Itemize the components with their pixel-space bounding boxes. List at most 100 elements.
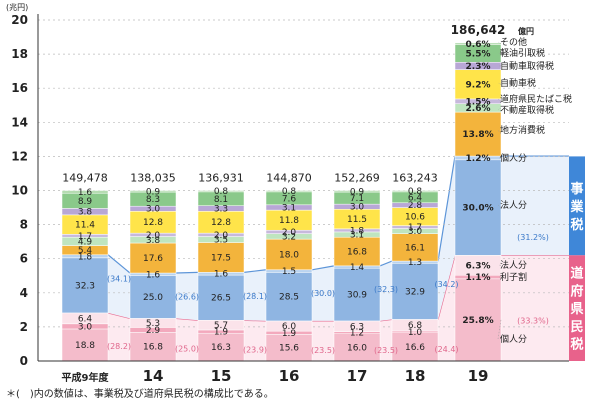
bar-segment xyxy=(333,333,381,362)
y-tick-label: 0 xyxy=(20,354,28,368)
segment-label: 2.6% xyxy=(466,104,491,114)
segment-label: 5.7 xyxy=(214,321,228,331)
pref-ratio-label: (33.3%) xyxy=(517,316,549,325)
segment-label: 1.2% xyxy=(466,154,491,164)
total-unit: 億円 xyxy=(518,26,534,36)
biz-ratio-label: (30.0) xyxy=(311,289,335,298)
segment-label: 7.1 xyxy=(350,194,364,204)
right-legend: 事業税道府県民税その他軽油引取税自動車取得税自動車税道府県民たばこ税不動産取得税… xyxy=(497,36,585,361)
biz-tab xyxy=(569,156,585,256)
pref-band xyxy=(62,255,569,361)
bar-segment xyxy=(129,190,177,193)
segment-label: 6.0 xyxy=(282,322,297,332)
segment-label: 3.0 xyxy=(350,203,365,213)
segment-label: 6.4 xyxy=(78,314,93,324)
biz-ratio-label: (32.3) xyxy=(374,285,398,294)
pref-ratio-label: (24.4) xyxy=(434,345,458,354)
segment-label: 11.8 xyxy=(279,216,299,226)
bar-segment xyxy=(333,236,381,267)
bar-segment xyxy=(391,233,439,262)
segment-label: 1.9 xyxy=(282,329,297,339)
segment-label: 1.6 xyxy=(146,270,161,280)
segment-label: 30.9 xyxy=(347,291,367,301)
segment-label: 32.9 xyxy=(405,287,425,297)
x-tick-label: 17 xyxy=(347,367,368,385)
segment-label: 1.1% xyxy=(466,273,491,283)
legend-label: 法人分 xyxy=(500,199,527,211)
segment-label: 32.3 xyxy=(75,281,95,291)
segment-label: 1.4 xyxy=(350,263,365,273)
segment-label: 2.9 xyxy=(146,326,161,336)
bar-segment xyxy=(454,278,502,362)
y-tick-label: 18 xyxy=(11,47,28,61)
legend-leader xyxy=(497,82,502,85)
segment-label: 16.3 xyxy=(211,343,231,353)
segment-label: 4.9 xyxy=(78,237,93,247)
segment-label: 10.6 xyxy=(405,213,425,223)
segment-label: 9.2% xyxy=(466,80,491,90)
segment-label: 7.6 xyxy=(282,194,297,204)
segment-label: 28.5 xyxy=(279,293,299,303)
y-tick-label: 8 xyxy=(20,218,28,232)
legend-label: 自動車取得税 xyxy=(500,60,554,72)
segment-label: 16.0 xyxy=(347,343,367,353)
segment-label: 3.0 xyxy=(78,322,93,332)
segment-label: 3.2 xyxy=(282,232,296,242)
bar-segment xyxy=(61,328,109,362)
segment-label: 1.8 xyxy=(350,226,365,236)
total-label: 138,035 xyxy=(130,172,176,185)
bar-segment xyxy=(197,190,245,193)
legend-label: 個人分 xyxy=(500,333,527,345)
bar-segment xyxy=(129,275,177,319)
segment-label: 1.7 xyxy=(78,232,92,242)
segment-label: 6.8 xyxy=(408,321,423,331)
segment-label: 1.0 xyxy=(408,328,423,338)
segment-label: 15.6 xyxy=(279,344,299,354)
segment-label: 8.3 xyxy=(146,195,160,205)
segment-label: 16.1 xyxy=(405,243,425,253)
x-tick-label: 19 xyxy=(468,367,489,385)
bar-segment xyxy=(265,272,313,322)
y-tick-label: 10 xyxy=(11,184,28,198)
legend-leader xyxy=(497,107,502,111)
legend-label: その他 xyxy=(500,36,527,48)
segment-label: 12.8 xyxy=(143,218,163,228)
bar-segment xyxy=(391,263,439,320)
segment-label: 18.0 xyxy=(279,250,299,260)
legend-label: 法人分 xyxy=(500,259,527,271)
segment-label: 1.7 xyxy=(408,223,422,233)
segment-label: 0.6% xyxy=(466,40,491,50)
legend-label: 軽油引取税 xyxy=(500,47,545,59)
y-unit-label: (兆円) xyxy=(6,2,28,12)
bar-segment xyxy=(391,190,439,193)
biz-tab-label: 業 xyxy=(569,199,584,215)
footnote: ＊( )内の数値は、事業税及び道府県民税の構成比である。 xyxy=(6,389,274,400)
biz-band xyxy=(62,156,569,321)
segment-label: 11.4 xyxy=(75,221,95,231)
segment-label: 3.0 xyxy=(408,227,423,237)
segment-label: 25.0 xyxy=(143,293,163,303)
segment-label: 1.6 xyxy=(78,188,93,198)
segment-label: 3.1 xyxy=(350,231,364,241)
segment-label: 3.8 xyxy=(146,236,161,246)
pref-ratio-label: (23.9) xyxy=(243,346,267,355)
y-tick-label: 6 xyxy=(20,252,28,266)
bar-segment xyxy=(333,190,381,193)
segment-label: 1.5% xyxy=(466,97,491,107)
segment-label: 1.3 xyxy=(408,258,422,268)
segment-label: 26.5 xyxy=(211,294,231,304)
segment-label: 16.8 xyxy=(143,343,163,353)
legend-label: 個人分 xyxy=(500,152,527,164)
y-tick-label: 4 xyxy=(20,286,28,300)
bar-segment xyxy=(333,267,381,322)
total-label: 136,931 xyxy=(198,172,244,185)
y-tick-label: 12 xyxy=(11,149,28,163)
legend-label: 自動車税 xyxy=(500,77,536,89)
segment-label: 11.5 xyxy=(347,215,367,225)
segment-label: 2.8 xyxy=(408,201,423,211)
segment-label: 6.4 xyxy=(408,193,423,203)
y-tick-label: 16 xyxy=(11,81,28,95)
segment-label: 13.8% xyxy=(462,130,493,140)
segment-label: 17.5 xyxy=(211,253,231,263)
